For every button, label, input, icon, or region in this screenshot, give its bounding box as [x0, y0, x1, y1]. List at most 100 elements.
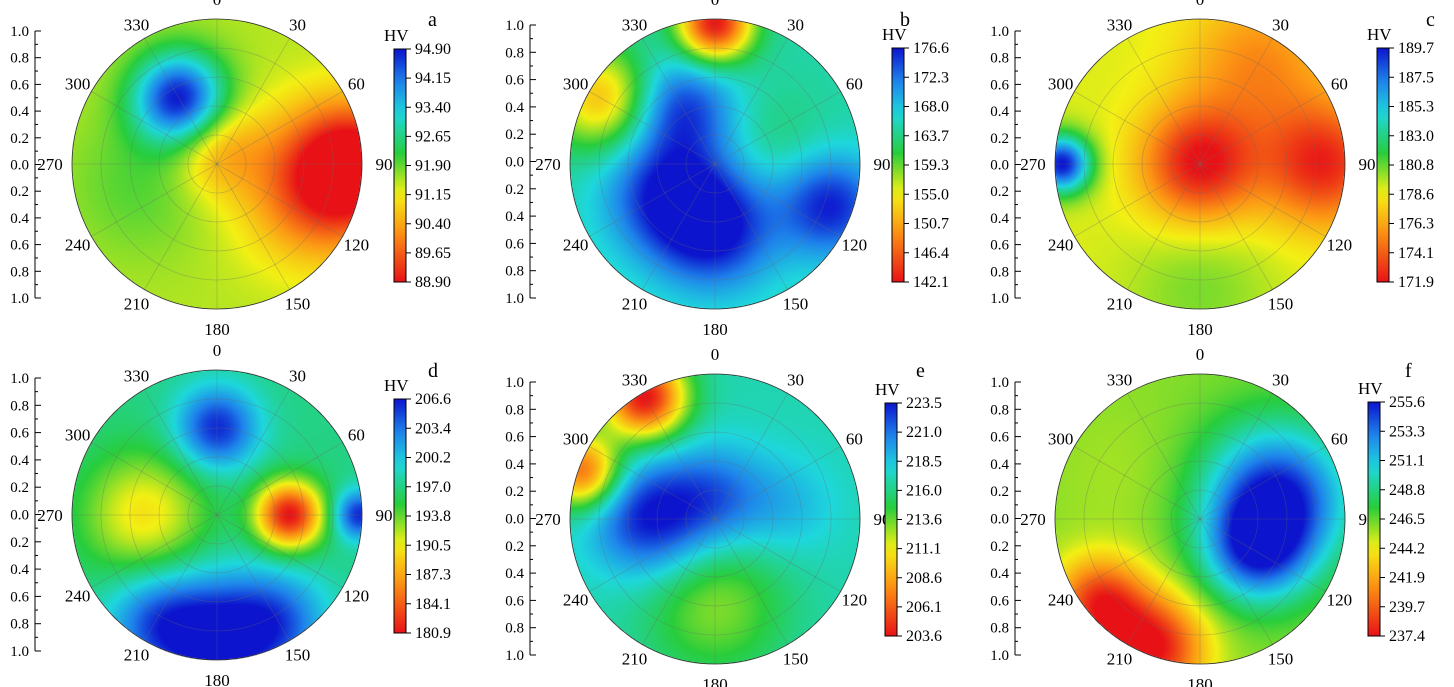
- colorbar-tick-label: 206.1: [906, 599, 942, 616]
- grid-spoke: [1199, 38, 1273, 165]
- grid-spoke: [714, 518, 841, 592]
- grid-spoke: [589, 91, 716, 165]
- grid-spoke: [642, 518, 716, 645]
- colorbar-tick-label: 150.7: [913, 216, 949, 233]
- angle-label-240: 240: [65, 587, 91, 606]
- grid-ring: [187, 485, 247, 545]
- colorbar-tick-label: 180.9: [415, 625, 451, 642]
- polar-chart-f: 03060901201501802102402703003301.00.80.6…: [990, 345, 1425, 687]
- grid-ring: [656, 105, 774, 223]
- radial-tick-label: 0.2: [10, 184, 29, 200]
- colorbar-e: 223.5 221.0 218.5 216.0 213.6 211.1 208.6 206.1…: [875, 380, 942, 645]
- radial-axis: 1.0 0.8 0.6 0.4 0.2 0.0 0.2 0.4 0.6 0.8 1.0: [10, 24, 41, 307]
- grid-ring: [1141, 460, 1259, 578]
- radial-axis: 1.0 0.8 0.6 0.4 0.2 0.0 0.2 0.4 0.6 0.8 1.0: [990, 375, 1021, 664]
- angle-label-120: 120: [344, 236, 370, 255]
- colorbar-tick-label: 208.6: [906, 570, 942, 587]
- grid-ring: [187, 134, 247, 194]
- angle-label-30: 30: [787, 16, 804, 35]
- grid-spoke: [714, 38, 788, 165]
- angle-label-330: 330: [124, 367, 150, 386]
- colorbar-tick-label: 197.0: [415, 479, 451, 496]
- colorbar-tick-label: 193.8: [415, 508, 451, 525]
- radial-tick-label: 0.4: [505, 457, 524, 473]
- radial-tick-label: 0.6: [10, 426, 29, 442]
- radial-axis: 1.0 0.8 0.6 0.4 0.2 0.0 0.2 0.4 0.6 0.8 1.0: [505, 18, 536, 307]
- angle-label-210: 210: [622, 294, 648, 313]
- colorbar-tick-label: 189.7: [1398, 40, 1434, 57]
- colorbar-tick-label: 200.2: [415, 450, 451, 467]
- radial-tick-label: 0.4: [505, 100, 524, 116]
- colorbar-tick-label: 248.8: [1389, 482, 1425, 499]
- grid-ring: [158, 456, 276, 574]
- grid-spoke: [216, 442, 343, 516]
- colorbar-tick-label: 146.4: [913, 245, 949, 262]
- grid-spoke: [714, 518, 788, 645]
- grid-spoke: [1199, 446, 1326, 520]
- radial-tick-label: 0.0: [990, 158, 1009, 174]
- colorbar-tick-label: 190.5: [415, 537, 451, 554]
- radial-tick-label: 0.4: [505, 209, 524, 225]
- radial-tick-label: 0.8: [505, 264, 524, 280]
- radial-tick-label: 1.0: [990, 648, 1009, 664]
- angle-label-120: 120: [842, 236, 868, 255]
- angle-label-330: 330: [622, 371, 648, 390]
- angle-label-60: 60: [348, 75, 365, 94]
- grid-ring: [1141, 105, 1259, 223]
- polar-heatmap-f: [1055, 374, 1345, 664]
- angle-label-270: 270: [37, 155, 63, 174]
- grid-spoke: [714, 91, 841, 165]
- angle-label-210: 210: [124, 294, 150, 313]
- grid-spoke: [1127, 393, 1201, 520]
- grid-ring: [100, 398, 334, 632]
- grid-spoke: [144, 514, 218, 641]
- panel-label-d: d: [428, 360, 438, 382]
- radial-tick-label: 0.4: [10, 453, 29, 469]
- angle-label-150: 150: [285, 645, 311, 664]
- colorbar-tick-label: 92.65: [415, 128, 451, 145]
- radial-tick-label: 0.8: [990, 264, 1009, 280]
- angle-label-150: 150: [1268, 294, 1294, 313]
- radial-tick-label: 0.4: [505, 566, 524, 582]
- angle-label-180: 180: [1187, 675, 1213, 687]
- colorbar-tick-label: 223.5: [906, 395, 942, 412]
- angle-label-30: 30: [1272, 371, 1289, 390]
- grid-ring: [627, 431, 803, 607]
- radial-tick-label: 1.0: [10, 644, 29, 660]
- grid-ring: [598, 47, 832, 281]
- colorbar-bar: [393, 398, 407, 634]
- radial-tick-label: 1.0: [990, 24, 1009, 40]
- radial-tick-label: 1.0: [10, 24, 29, 40]
- grid-spoke: [1199, 518, 1273, 645]
- colorbar-tick-label: 203.4: [415, 420, 451, 437]
- colorbar-tick-label: 159.3: [913, 157, 949, 174]
- grid-spoke: [714, 163, 841, 237]
- radial-tick-label: 0.8: [10, 617, 29, 633]
- colorbar-title: HV: [875, 380, 900, 399]
- polar-outline: [569, 373, 861, 665]
- colorbar-tick-label: 239.7: [1389, 599, 1425, 616]
- grid-ring: [656, 460, 774, 578]
- polar-heatmap-b: [570, 19, 860, 309]
- radial-tick-label: 0.6: [990, 593, 1009, 609]
- colorbar-tick-label: 255.6: [1389, 394, 1425, 411]
- angle-label-240: 240: [563, 591, 589, 610]
- radial-tick-label: 0.6: [10, 238, 29, 254]
- panel-label-a: a: [428, 9, 437, 31]
- radial-tick-label: 1.0: [10, 291, 29, 307]
- grid-ring: [685, 134, 745, 194]
- angle-label-150: 150: [783, 649, 809, 668]
- colorbar-tick-label: 142.1: [913, 274, 949, 291]
- colorbar-f: 255.6 253.3 251.1 248.8 246.5 244.2 241.9 239.7…: [1358, 379, 1425, 645]
- grid-spoke: [642, 38, 716, 165]
- polar-chart-d: 0 30 60 90 120 150 180 210 240 270 300 330 1.0 0.8 0.6…: [10, 341, 451, 687]
- angle-label-60: 60: [348, 426, 365, 445]
- colorbar-tick-label: 171.9: [1398, 274, 1434, 291]
- angle-label-90: 90: [376, 506, 393, 525]
- grid-spoke: [216, 91, 343, 165]
- radial-tick-label: 0.8: [990, 51, 1009, 67]
- radial-tick-label: 0.8: [505, 45, 524, 61]
- polar-heatmap-d: [72, 370, 362, 660]
- radial-tick-label: 1.0: [505, 18, 524, 34]
